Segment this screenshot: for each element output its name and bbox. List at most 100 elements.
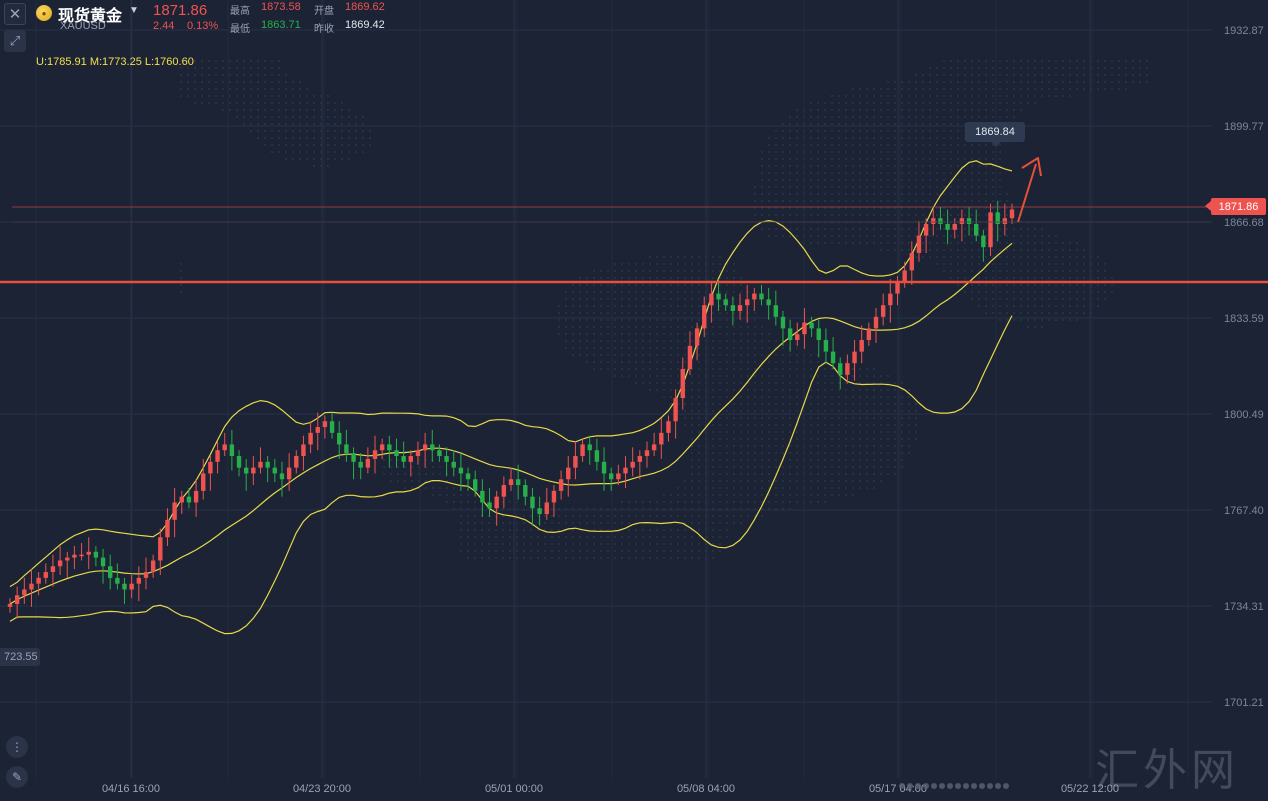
candle-body [866,328,872,341]
candle-body [501,485,507,497]
candle-body [136,577,142,584]
candle-body [115,577,120,584]
candle-body [537,508,542,515]
trend-arrow-shaft [1017,163,1037,223]
prev-close-label: 昨收 [314,24,334,35]
candle-body [351,453,356,462]
candle-body [451,461,456,468]
candle-body [401,456,406,462]
candle-body [666,421,671,433]
low-label: 最低 [230,24,250,35]
candle-body [72,554,77,558]
symbol-name[interactable]: 现货黄金 [58,8,123,25]
pager-dot [987,783,993,789]
x-tick-label: 04/23 20:00 [293,783,351,795]
candle-body [802,322,807,335]
candle-body [623,467,628,474]
close-icon[interactable]: ✕ [4,3,26,25]
candle-body [931,218,936,224]
candle-body [100,557,106,567]
candle-body [129,583,134,590]
candle-body [787,328,793,341]
bollinger-lower: L:1760.60 [144,56,194,68]
candle-body [344,444,349,454]
symbol-dropdown-caret-icon[interactable]: ▼ [129,5,139,16]
candle-body [301,444,306,457]
candle-body [630,461,635,468]
high-label: 最高 [230,6,250,17]
candle-body [609,473,614,480]
candle-body [601,461,607,474]
pager-dot [1003,783,1009,789]
pager-dot [907,783,913,789]
pager-dot [963,783,969,789]
symbol-code: XAUUSD [60,20,106,32]
bollinger-upper: U:1785.91 [36,56,87,68]
candle-body [558,479,564,491]
candle-body [680,369,685,399]
x-tick-label: 05/22 12:00 [1061,783,1119,795]
candle-body [265,461,270,468]
candle-body [108,566,113,578]
candle-body [165,519,170,538]
candle-body [258,461,263,468]
candle-body [415,450,421,457]
candle-body [773,305,779,317]
pen-icon[interactable]: ✎ [6,766,28,788]
candle-body [487,502,492,509]
candle-body [329,421,335,433]
candle-body [65,557,70,561]
candle-body [150,560,156,573]
candle-body [1009,209,1015,219]
high-value: 1873.58 [261,1,301,13]
last-price: 1871.86 [153,2,208,19]
candle-body [723,299,728,306]
candle-body [79,554,84,557]
candle-body [845,363,850,375]
candle-body [86,551,91,555]
current-price-tag: 1871.86 [1205,198,1266,215]
candle-body [458,467,464,474]
candle-body [158,537,163,561]
candle-body [852,351,857,364]
candle-body [573,456,578,468]
y-tick-label: 1767.40 [1224,505,1264,517]
candle-body [372,450,378,459]
candle-body [143,572,149,578]
candle-body [508,479,514,486]
candle-body [430,444,435,451]
candle-body [687,345,693,370]
candle-body [308,432,313,445]
candle-body [795,334,800,341]
candle-body [923,223,929,236]
candle-body [566,467,571,480]
candle-body [551,490,557,503]
candle-body [580,444,585,457]
candle-body [236,456,242,468]
candle-body [544,502,549,515]
candle-body [995,212,1000,224]
candle-body [179,496,184,503]
candle-body [902,270,907,282]
candle-body [286,467,292,480]
pager-dot [899,783,905,789]
candle-body [744,299,750,306]
pager-dot [955,783,961,789]
candle-body [888,293,893,306]
price-change: 2.44 [153,20,175,32]
y-tick-label: 1701.21 [1224,697,1264,709]
candle-body [523,485,528,497]
drawing-tool-icon[interactable]: ⤢ [4,30,26,52]
candle-body [515,479,521,486]
bollinger-middle: M:1773.25 [89,56,142,68]
candle-body [337,432,342,445]
candle-body [14,595,20,604]
candle-body [637,456,643,462]
candle-body [945,223,950,230]
candle-body [952,223,957,230]
candle-body [988,212,993,248]
candle-body [673,398,678,422]
indicators-icon[interactable]: ⋮ [6,736,28,758]
